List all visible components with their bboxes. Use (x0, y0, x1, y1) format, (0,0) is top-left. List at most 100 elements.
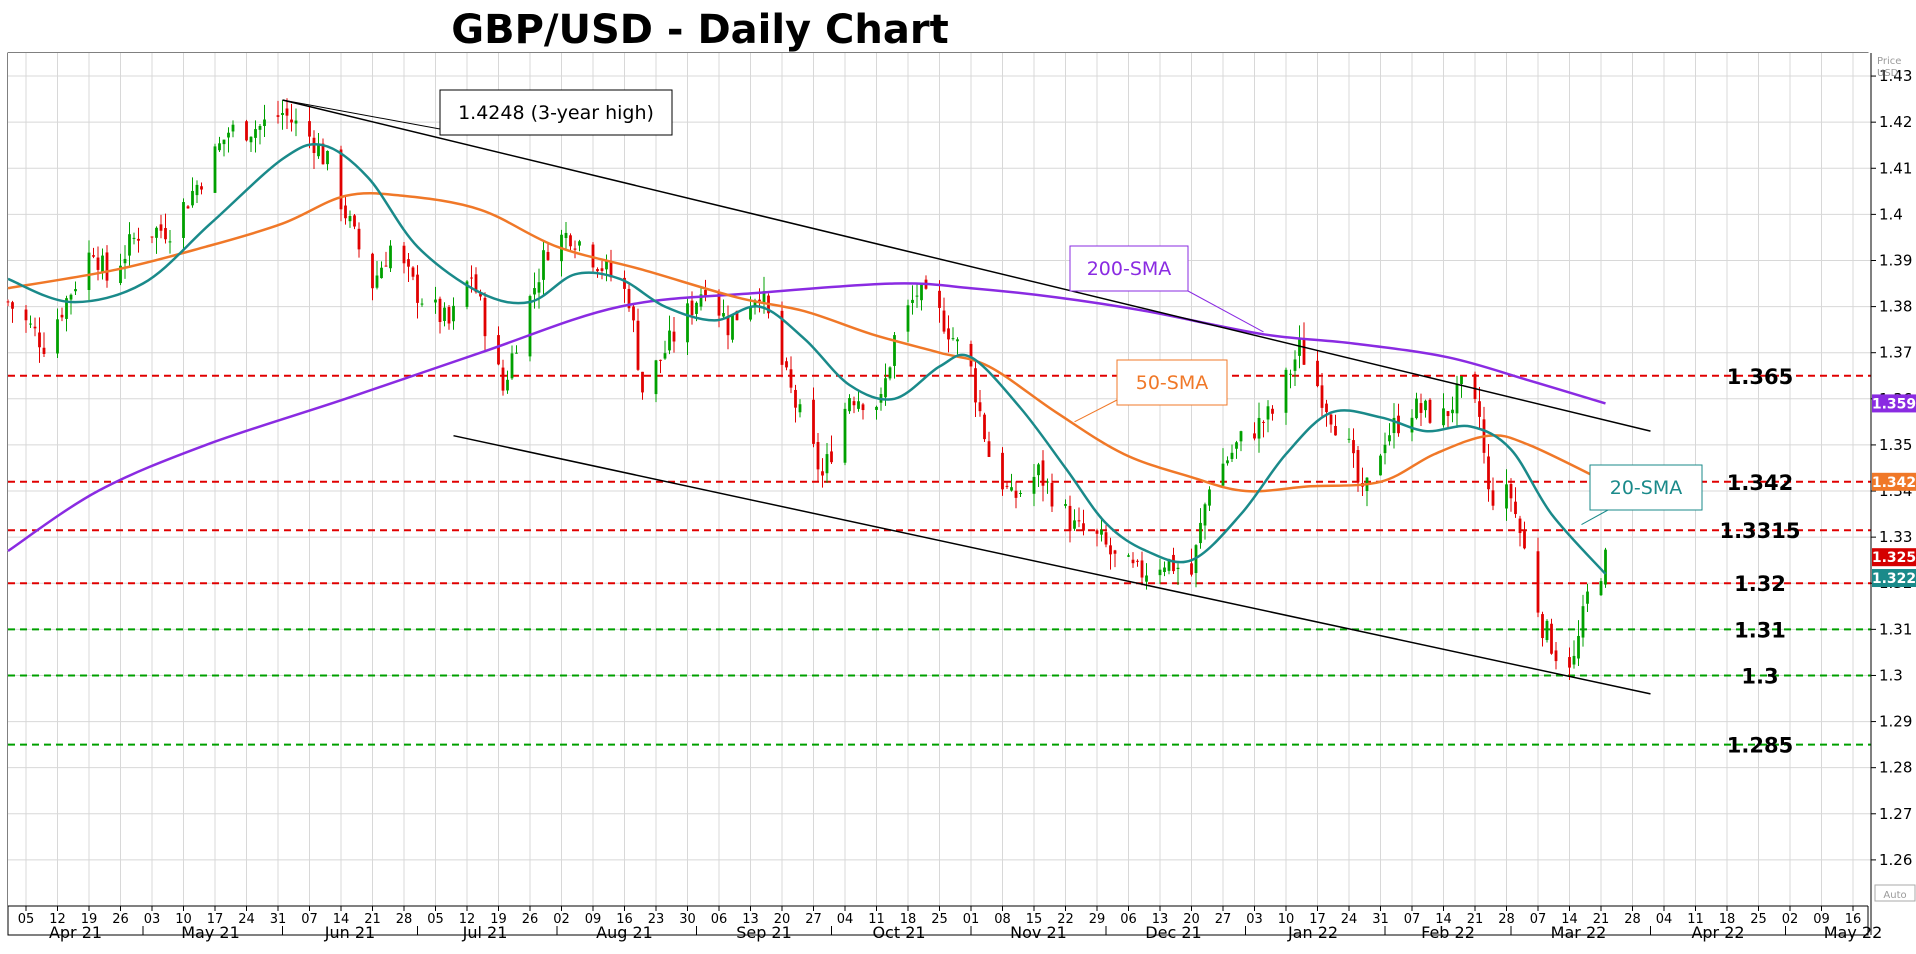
candle-body (641, 371, 644, 393)
candle-body (911, 299, 914, 303)
candle-body (281, 113, 284, 115)
candle-body (1230, 452, 1234, 459)
x-tick-label: 21 (1593, 912, 1610, 927)
candle-body (1019, 492, 1022, 494)
candle-body (573, 248, 577, 250)
candle-body (1145, 575, 1148, 582)
candle-body (1014, 490, 1018, 498)
candle-body (92, 255, 95, 257)
candle-body (528, 296, 532, 357)
level-label: 1.3315 (1719, 519, 1800, 543)
x-tick-label: 30 (679, 912, 696, 927)
month-label: Apr 21 (49, 923, 102, 942)
candle-body (1442, 408, 1445, 426)
x-tick-label: 17 (207, 912, 224, 927)
candle-body (1257, 417, 1261, 439)
candle-body (218, 143, 221, 151)
candle-body (663, 353, 667, 359)
sma20-label-box (1589, 464, 1703, 511)
x-tick-label: 28 (1498, 912, 1515, 927)
x-tick-label: 25 (931, 912, 948, 927)
candle-body (132, 237, 136, 239)
candle-body (1451, 409, 1454, 414)
candle-body (447, 307, 451, 324)
candle-body (893, 335, 896, 366)
candle-body (825, 454, 829, 474)
sma200-label: 200-SMA (1087, 258, 1172, 280)
candle-body (6, 301, 10, 303)
sma200-label-box (1069, 245, 1189, 292)
candle-body (821, 471, 824, 476)
candle-body (861, 404, 865, 411)
candle-body (1221, 463, 1225, 486)
candle-body (182, 202, 185, 238)
candle-body (191, 190, 194, 206)
x-tick-label: 25 (1750, 912, 1767, 927)
y-tick-label: 1.29 (1879, 713, 1912, 731)
x-tick-label: 07 (301, 912, 318, 927)
candle-body (1032, 476, 1036, 494)
x-tick-label: 07 (1530, 912, 1547, 927)
candle-body (1203, 504, 1207, 526)
candle-body (1253, 433, 1256, 439)
auto-box (1874, 884, 1916, 902)
candle-body (690, 300, 694, 316)
annotation-layer: 1.4248 (3-year high) 200-SMA 50-SMA 20-SMA (282, 89, 1703, 525)
candle-body (474, 274, 478, 293)
candle-body (249, 136, 253, 143)
candle-body (470, 277, 473, 279)
candle-body (1293, 359, 1297, 371)
candle-body (1509, 484, 1513, 499)
candle-body (1104, 532, 1108, 545)
candle-body (749, 306, 752, 320)
candle-body (87, 252, 91, 291)
candle-body (155, 227, 158, 238)
candle-body (245, 121, 248, 141)
candle-body (1428, 399, 1432, 423)
candle-body (1586, 591, 1589, 604)
candle-body (1005, 485, 1009, 487)
candle-body (380, 267, 383, 279)
candle-body (1172, 554, 1175, 572)
candle-body (762, 291, 766, 303)
y-tick-label: 1.38 (1879, 298, 1912, 316)
x-tick-label: 05 (18, 912, 35, 927)
x-tick-label: 21 (364, 912, 381, 927)
candle-body (357, 228, 361, 250)
y-tick-label: 1.26 (1879, 851, 1912, 869)
candle-body (285, 108, 289, 116)
candle-body (222, 139, 226, 145)
candle-body (254, 129, 257, 138)
candle-body (1379, 455, 1382, 476)
y-tick-label: 1.41 (1879, 159, 1912, 177)
badge-layer: 1.359 1.342 1.325 1.322 (1872, 394, 1916, 588)
sma50-label: 50-SMA (1136, 372, 1208, 394)
sma20-line (7, 142, 1607, 575)
x-tick-label: 11 (868, 912, 885, 927)
candle-body (1064, 504, 1067, 506)
candle-body (164, 228, 167, 240)
candle-body (1289, 373, 1292, 375)
candle-body (1316, 360, 1319, 387)
x-tick-label: 12 (49, 912, 66, 927)
candle-body (987, 441, 991, 457)
x-tick-label: 13 (742, 912, 759, 927)
candle-body (294, 120, 298, 124)
candle-body (1325, 403, 1328, 413)
candle-body (1410, 417, 1414, 433)
candle-body (258, 125, 262, 130)
month-label: Dec 21 (1145, 923, 1201, 942)
candle-body (65, 298, 68, 319)
candle-body (1554, 650, 1558, 662)
candle-body (344, 205, 347, 219)
month-label: Aug 21 (596, 923, 653, 942)
trend-line (453, 434, 1651, 695)
candle-body (1415, 398, 1418, 419)
candle-body (857, 401, 860, 409)
candle-body (497, 335, 500, 365)
candle-body (722, 313, 725, 317)
price-badge (1872, 472, 1916, 491)
x-tick-label: 14 (1561, 912, 1578, 927)
candle-body (920, 284, 923, 301)
candle-body (591, 244, 595, 268)
